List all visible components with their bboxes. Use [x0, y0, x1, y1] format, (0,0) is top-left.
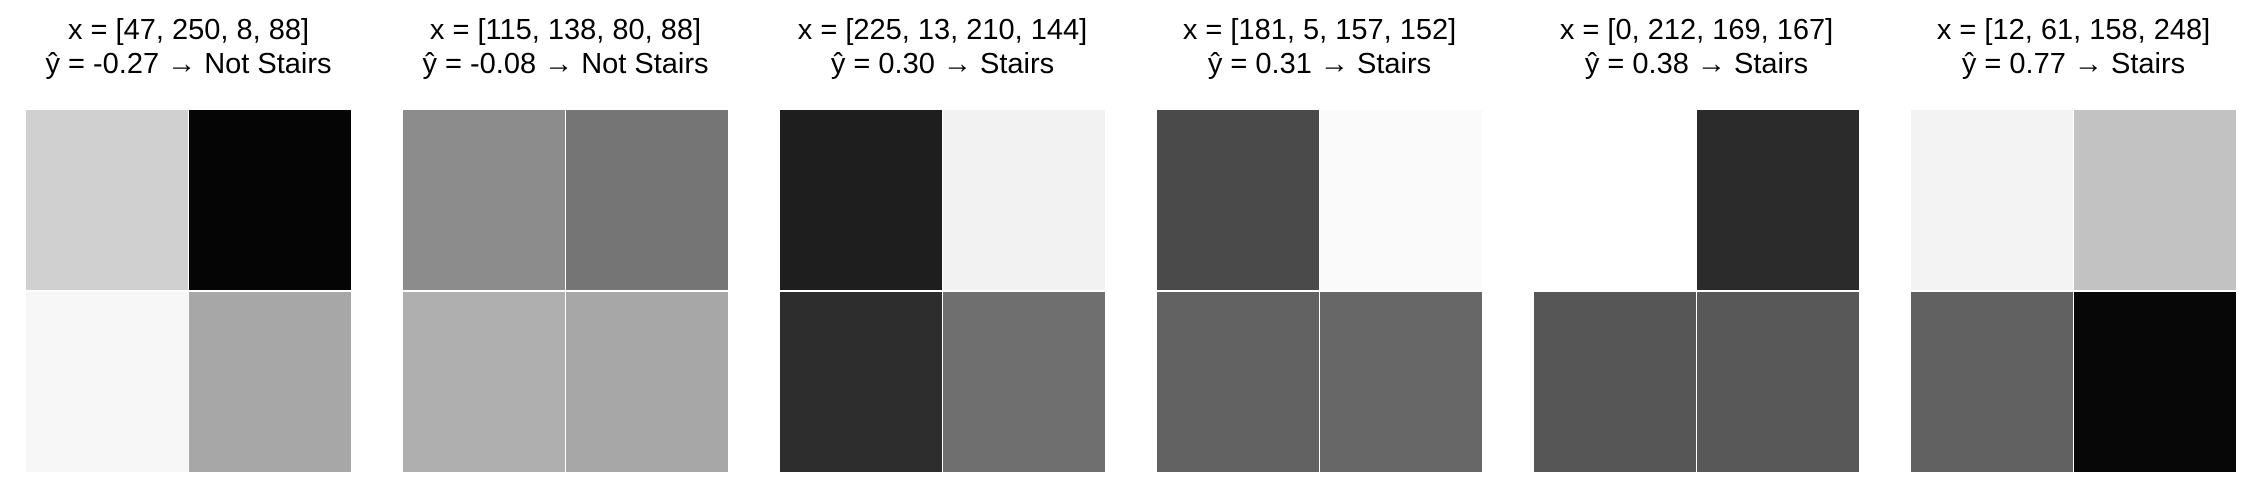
- pixel-cell-bottom-left: [1534, 292, 1696, 472]
- image-panel: x = [12, 61, 158, 248] ŷ = 0.77 → Stairs: [1911, 0, 2236, 500]
- input-vector-label: x = [181, 5, 157, 152]: [1182, 14, 1457, 46]
- image-panel: x = [0, 212, 169, 167] ŷ = 0.38 → Stairs: [1534, 0, 1859, 500]
- pixel-cell-bottom-right: [566, 292, 728, 472]
- prediction-label: ŷ = 0.31 → Stairs: [1207, 48, 1432, 80]
- pixel-cell-top-left: [1911, 110, 2073, 290]
- pixel-cell-bottom-left: [26, 292, 188, 472]
- pixel-cell-top-left: [1157, 110, 1319, 290]
- prediction-label: ŷ = 0.38 → Stairs: [1584, 48, 1809, 80]
- pixel-cell-top-right: [943, 110, 1105, 290]
- pixel-grid: [1911, 110, 2236, 472]
- pixel-cell-top-right: [1697, 110, 1859, 290]
- pixel-cell-top-right: [2074, 110, 2236, 290]
- pixel-cell-bottom-left: [1157, 292, 1319, 472]
- pixel-cell-top-right: [189, 110, 351, 290]
- pixel-grid: [26, 110, 351, 472]
- image-panel: x = [225, 13, 210, 144] ŷ = 0.30 → Stair…: [780, 0, 1105, 500]
- pixel-grid: [1157, 110, 1482, 472]
- image-panel: x = [47, 250, 8, 88] ŷ = -0.27 → Not Sta…: [26, 0, 351, 500]
- pixel-cell-top-right: [566, 110, 728, 290]
- pixel-cell-bottom-right: [1320, 292, 1482, 472]
- input-vector-label: x = [115, 138, 80, 88]: [429, 14, 702, 46]
- pixel-cell-bottom-right: [1697, 292, 1859, 472]
- pixel-cell-top-right: [1320, 110, 1482, 290]
- input-vector-label: x = [47, 250, 8, 88]: [67, 14, 310, 46]
- prediction-label: ŷ = -0.27 → Not Stairs: [45, 48, 332, 80]
- pixel-cell-top-left: [403, 110, 565, 290]
- pixel-cell-bottom-right: [943, 292, 1105, 472]
- input-vector-label: x = [12, 61, 158, 248]: [1936, 14, 2211, 46]
- prediction-label: ŷ = 0.30 → Stairs: [830, 48, 1055, 80]
- image-panel: x = [181, 5, 157, 152] ŷ = 0.31 → Stairs: [1157, 0, 1482, 500]
- image-panel: x = [115, 138, 80, 88] ŷ = -0.08 → Not S…: [403, 0, 728, 500]
- pixel-cell-bottom-left: [1911, 292, 2073, 472]
- pixel-grid: [780, 110, 1105, 472]
- pixel-cell-top-left: [780, 110, 942, 290]
- prediction-label: ŷ = 0.77 → Stairs: [1961, 48, 2186, 80]
- pixel-grid: [1534, 110, 1859, 472]
- input-vector-label: x = [0, 212, 169, 167]: [1559, 14, 1834, 46]
- input-vector-label: x = [225, 13, 210, 144]: [797, 14, 1088, 46]
- pixel-cell-bottom-left: [780, 292, 942, 472]
- pixel-cell-top-left: [26, 110, 188, 290]
- pixel-cell-top-left: [1534, 110, 1696, 290]
- pixel-cell-bottom-right: [189, 292, 351, 472]
- pixel-cell-bottom-right: [2074, 292, 2236, 472]
- pixel-grid: [403, 110, 728, 472]
- pixel-cell-bottom-left: [403, 292, 565, 472]
- prediction-label: ŷ = -0.08 → Not Stairs: [422, 48, 709, 80]
